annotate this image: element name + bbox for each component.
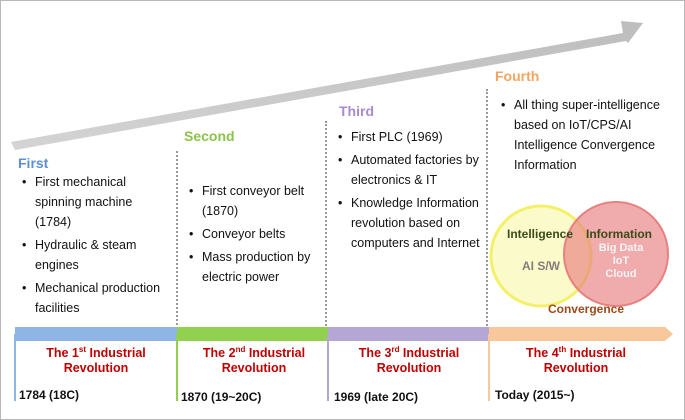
era-list-fourth: All thing super-intelligence based on Io… — [498, 95, 662, 175]
era-item: All thing super-intelligence based on Io… — [498, 95, 662, 175]
revolution-date-3: 1969 (late 20C) — [334, 390, 419, 404]
rev-ordinal: st — [78, 344, 87, 354]
era-heading-fourth: Fourth — [495, 68, 540, 84]
separator-3 — [486, 89, 488, 329]
timeline-segment — [489, 327, 673, 341]
venn-right-line: Cloud — [605, 268, 637, 280]
venn-right-line: IoT — [612, 255, 630, 267]
era-item: Mechanical production facilities — [19, 278, 171, 318]
rev-pre: The 1 — [46, 346, 79, 360]
separator-1 — [176, 151, 178, 329]
information-circle — [563, 201, 669, 307]
era-list-third: First PLC (1969) Automated factories by … — [335, 127, 485, 253]
rev-line2: Revolution — [543, 361, 609, 375]
era-list-second: First conveyor belt (1870) Conveyor belt… — [186, 181, 328, 287]
venn-caption: Convergence — [547, 302, 625, 316]
revolution-date-4: Today (2015~) — [495, 388, 575, 402]
rev-ordinal: nd — [235, 344, 246, 354]
revolution-title-3: The 3rd Industrial Revolution — [334, 344, 484, 376]
rev-line2: Revolution — [63, 361, 129, 375]
venn-right-title: Information — [586, 227, 652, 241]
venn-right-lines: Big Data IoT Cloud — [581, 242, 661, 281]
revolution-date-1: 1784 (18C) — [19, 388, 80, 402]
era-item: Mass production by electric power — [186, 247, 328, 287]
timeline-segment — [177, 327, 328, 341]
revolution-title-2: The 2nd Industrial Revolution — [179, 344, 329, 376]
timeline-segment — [15, 327, 177, 341]
timeline-segment — [328, 327, 489, 341]
rev-ordinal: th — [558, 344, 567, 354]
era-item: First PLC (1969) — [335, 127, 485, 147]
rev-line2: Revolution — [376, 361, 442, 375]
revolution-date-2: 1870 (19~20C) — [181, 390, 262, 404]
era-heading-third: Third — [339, 103, 374, 119]
venn-left-body: AI S/W — [522, 259, 560, 273]
era-item: Automated factories by electronics & IT — [335, 150, 485, 190]
rev-pre: The 3 — [358, 346, 392, 360]
rev-post: Industrial — [86, 346, 146, 360]
venn-left-title: Intelligence — [506, 227, 574, 241]
era-item: First conveyor belt (1870) — [186, 181, 328, 221]
era-list-first: First mechanical spinning machine (1784)… — [19, 172, 171, 318]
rev-line2: Revolution — [221, 361, 287, 375]
revolution-title-4: The 4th Industrial Revolution — [501, 344, 651, 376]
rev-pre: The 4 — [526, 346, 559, 360]
venn-right-line: Big Data — [598, 242, 644, 254]
era-item: Hydraulic & steam engines — [19, 235, 171, 275]
era-heading-second: Second — [184, 128, 235, 144]
rev-ordinal: rd — [391, 344, 400, 354]
rev-post: Industrial — [245, 346, 306, 360]
rev-post: Industrial — [399, 346, 460, 360]
rev-pre: The 2 — [202, 346, 236, 360]
era-item: First mechanical spinning machine (1784) — [19, 172, 171, 232]
rev-post: Industrial — [566, 346, 626, 360]
era-heading-first: First — [18, 155, 49, 171]
revolution-title-1: The 1st Industrial Revolution — [21, 344, 171, 376]
era-item: Knowledge Information revolution based o… — [335, 193, 485, 253]
era-item: Conveyor belts — [186, 224, 328, 244]
